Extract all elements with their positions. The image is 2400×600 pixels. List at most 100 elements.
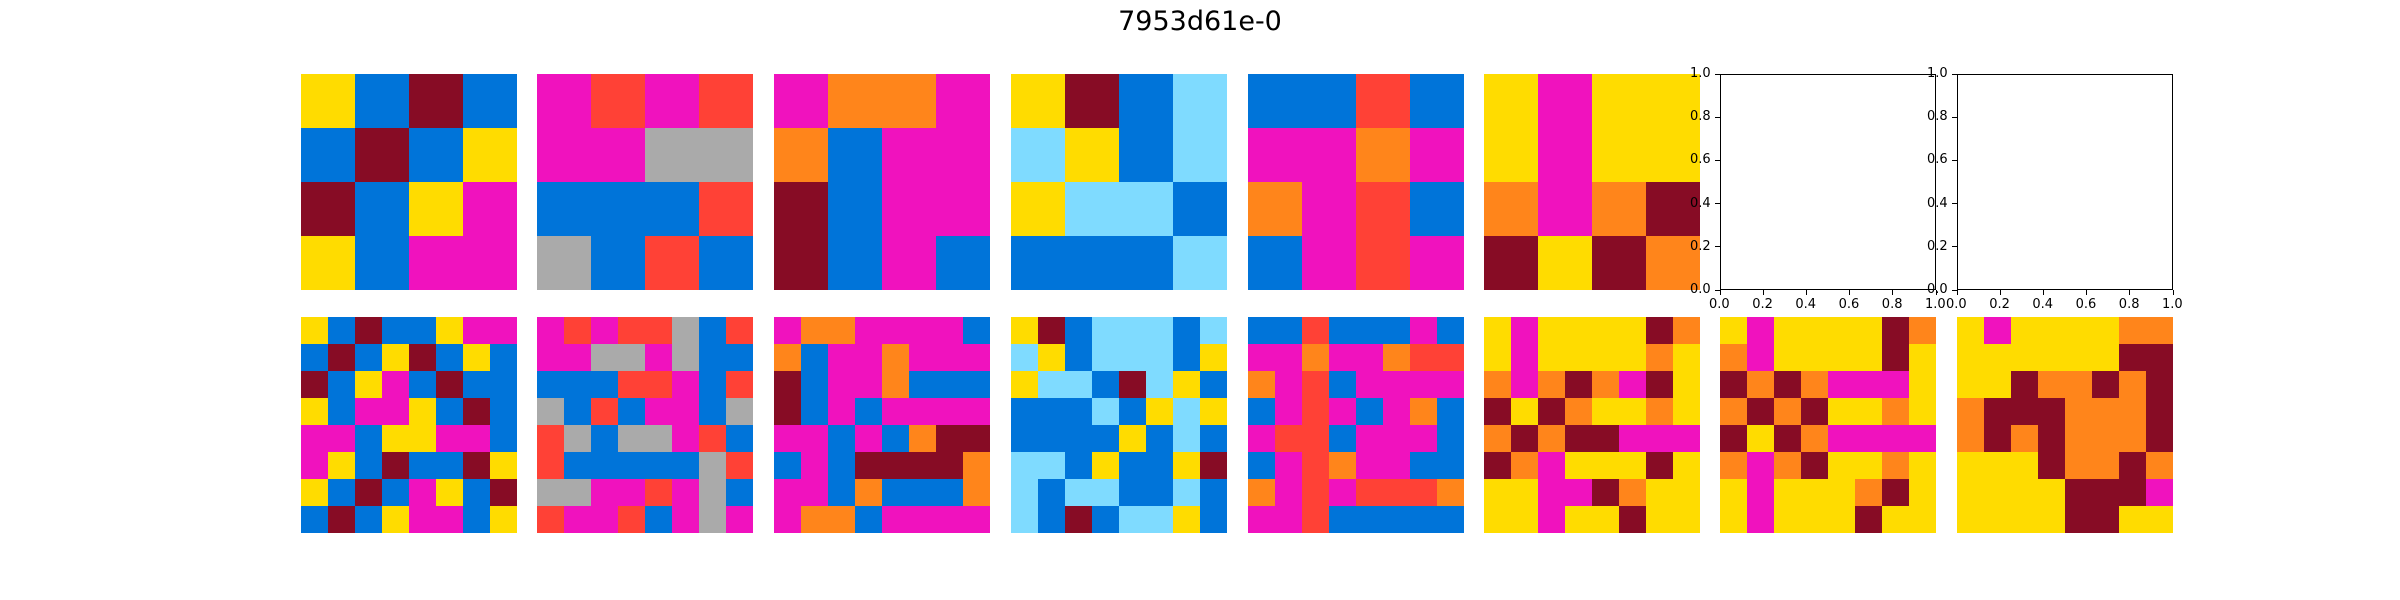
grid-cell — [355, 128, 410, 183]
grid-cell — [1329, 506, 1357, 533]
grid-cell — [1173, 425, 1201, 453]
bottom-grid-2 — [537, 317, 753, 533]
x-tick-label: 1.0 — [1925, 297, 1946, 312]
grid-cell — [699, 479, 727, 507]
grid-cell — [672, 479, 700, 507]
grid-cell — [1774, 398, 1802, 426]
grid-cell — [1484, 317, 1512, 345]
grid-cell — [1720, 317, 1748, 345]
grid-cell — [1538, 479, 1566, 507]
grid-cell — [1248, 425, 1276, 453]
grid-cell — [591, 425, 619, 453]
grid-cell — [1038, 398, 1066, 426]
grid-cell — [1329, 398, 1357, 426]
grid-cell — [801, 371, 829, 399]
grid-cell — [936, 344, 964, 372]
grid-cell — [537, 398, 565, 426]
x-tick-label: 0.4 — [1795, 297, 1817, 312]
grid-cell — [463, 182, 517, 237]
grid-cell — [301, 344, 329, 372]
y-tick-label: 0.8 — [1690, 109, 1711, 125]
grid-cell — [1511, 479, 1539, 507]
grid-cell — [1747, 479, 1775, 507]
grid-cell — [672, 371, 700, 399]
grid-cell — [1146, 398, 1174, 426]
grid-cell — [1511, 506, 1539, 533]
grid-cell — [618, 425, 646, 453]
grid-cell — [409, 506, 437, 533]
grid-cell — [1173, 182, 1227, 237]
grid-cell — [1011, 74, 1066, 129]
grid-cell — [1038, 371, 1066, 399]
grid-cell — [774, 74, 829, 129]
grid-cell — [672, 425, 700, 453]
grid-cell — [1828, 506, 1856, 533]
grid-cell — [645, 425, 673, 453]
grid-cell — [1038, 506, 1066, 533]
grid-cell — [301, 182, 356, 237]
grid-cell — [301, 398, 329, 426]
grid-cell — [1302, 452, 1330, 480]
grid-cell — [909, 398, 937, 426]
grid-cell — [1538, 344, 1566, 372]
grid-cell — [936, 398, 964, 426]
grid-cell — [618, 452, 646, 480]
grid-cell — [699, 425, 727, 453]
grid-cell — [726, 425, 753, 453]
grid-cell — [1248, 479, 1276, 507]
grid-cell — [1484, 506, 1512, 533]
y-tick — [1715, 203, 1720, 205]
grid-cell — [726, 398, 753, 426]
grid-cell — [855, 371, 883, 399]
grid-cell — [1565, 371, 1593, 399]
grid-cell — [2092, 317, 2120, 345]
x-tick-label: 0.6 — [1838, 297, 1860, 312]
grid-cell — [1747, 344, 1775, 372]
grid-cell — [1511, 452, 1539, 480]
grid-cell — [936, 371, 964, 399]
grid-cell — [645, 479, 673, 507]
grid-cell — [828, 344, 856, 372]
grid-cell — [1484, 182, 1539, 237]
grid-cell — [726, 479, 753, 507]
grid-cell — [1484, 452, 1512, 480]
grid-cell — [1410, 452, 1438, 480]
y-tick — [1715, 73, 1720, 75]
grid-cell — [1592, 128, 1647, 183]
grid-cell — [1410, 317, 1438, 345]
grid-cell — [463, 236, 517, 290]
grid-cell — [1801, 452, 1829, 480]
grid-cell — [463, 425, 491, 453]
grid-cell — [828, 452, 856, 480]
grid-cell — [301, 452, 329, 480]
grid-cell — [1538, 506, 1566, 533]
grid-cell — [355, 317, 383, 345]
grid-cell — [1747, 425, 1775, 453]
grid-cell — [1720, 398, 1748, 426]
figure-title: 7953d61e-0 — [1118, 6, 1282, 37]
grid-cell — [1828, 425, 1856, 453]
grid-cell — [591, 452, 619, 480]
grid-cell — [1092, 317, 1120, 345]
bottom-grid-1 — [301, 317, 517, 533]
grid-cell — [1011, 128, 1066, 183]
grid-cell — [1592, 506, 1620, 533]
grid-cell — [1275, 452, 1303, 480]
grid-cell — [1248, 128, 1303, 183]
grid-cell — [1173, 371, 1201, 399]
grid-cell — [1275, 506, 1303, 533]
grid-cell — [1302, 317, 1330, 345]
grid-cell — [1092, 425, 1120, 453]
x-tick — [1999, 290, 2001, 295]
grid-cell — [537, 371, 565, 399]
grid-cell — [1119, 425, 1147, 453]
grid-cell — [1619, 479, 1647, 507]
grid-cell — [1119, 74, 1174, 129]
grid-cell — [490, 344, 517, 372]
axes-frame — [1957, 74, 2173, 290]
grid-cell — [774, 425, 802, 453]
grid-cell — [409, 236, 464, 290]
grid-cell — [1410, 371, 1438, 399]
grid-cell — [1882, 344, 1910, 372]
grid-cell — [936, 182, 990, 237]
